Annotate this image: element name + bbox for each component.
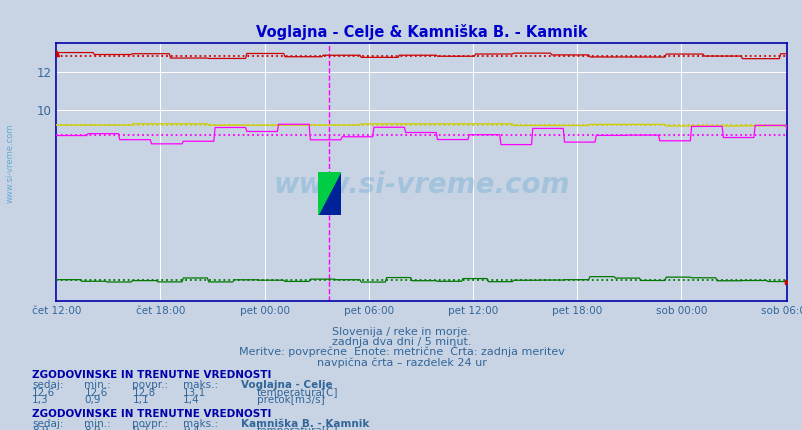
Text: temperatura[C]: temperatura[C]	[257, 387, 338, 398]
Text: 12,8: 12,8	[132, 387, 156, 398]
Title: Voglajna - Celje & Kamniška B. - Kamnik: Voglajna - Celje & Kamniška B. - Kamnik	[256, 25, 586, 40]
Text: povpr.:: povpr.:	[132, 418, 168, 429]
Text: 8,9: 8,9	[84, 426, 101, 430]
Text: ZGODOVINSKE IN TRENUTNE VREDNOSTI: ZGODOVINSKE IN TRENUTNE VREDNOSTI	[32, 370, 271, 381]
Text: ZGODOVINSKE IN TRENUTNE VREDNOSTI: ZGODOVINSKE IN TRENUTNE VREDNOSTI	[32, 409, 271, 419]
Text: maks.:: maks.:	[183, 418, 218, 429]
Text: pretok[m3/s]: pretok[m3/s]	[257, 395, 324, 405]
Text: 13,1: 13,1	[183, 387, 206, 398]
Text: 8,9: 8,9	[32, 426, 49, 430]
Text: www.si-vreme.com: www.si-vreme.com	[273, 171, 569, 199]
Text: 12,6: 12,6	[84, 387, 107, 398]
Text: navpična črta – razdelek 24 ur: navpična črta – razdelek 24 ur	[316, 357, 486, 368]
Text: Slovenija / reke in morje.: Slovenija / reke in morje.	[332, 326, 470, 337]
Text: Kamniška B. - Kamnik: Kamniška B. - Kamnik	[241, 418, 369, 429]
Text: 12,6: 12,6	[32, 387, 55, 398]
Text: 9,4: 9,4	[183, 426, 200, 430]
Text: min.:: min.:	[84, 380, 111, 390]
Text: sedaj:: sedaj:	[32, 380, 63, 390]
Text: 1,4: 1,4	[183, 395, 200, 405]
Text: 9,2: 9,2	[132, 426, 149, 430]
Text: maks.:: maks.:	[183, 380, 218, 390]
Text: Meritve: povprečne  Enote: metrične  Črta: zadnja meritev: Meritve: povprečne Enote: metrične Črta:…	[238, 345, 564, 357]
Text: min.:: min.:	[84, 418, 111, 429]
Text: Voglajna - Celje: Voglajna - Celje	[241, 380, 332, 390]
Polygon shape	[318, 172, 340, 215]
Text: povpr.:: povpr.:	[132, 380, 168, 390]
Text: www.si-vreme.com: www.si-vreme.com	[6, 124, 15, 203]
Text: temperatura[C]: temperatura[C]	[257, 426, 338, 430]
Text: zadnja dva dni / 5 minut.: zadnja dva dni / 5 minut.	[331, 337, 471, 347]
Bar	[318, 172, 329, 215]
Text: 0,9: 0,9	[84, 395, 101, 405]
Bar	[329, 172, 340, 215]
Text: sedaj:: sedaj:	[32, 418, 63, 429]
Text: 1,3: 1,3	[32, 395, 49, 405]
Polygon shape	[318, 172, 340, 215]
Text: 1,1: 1,1	[132, 395, 149, 405]
